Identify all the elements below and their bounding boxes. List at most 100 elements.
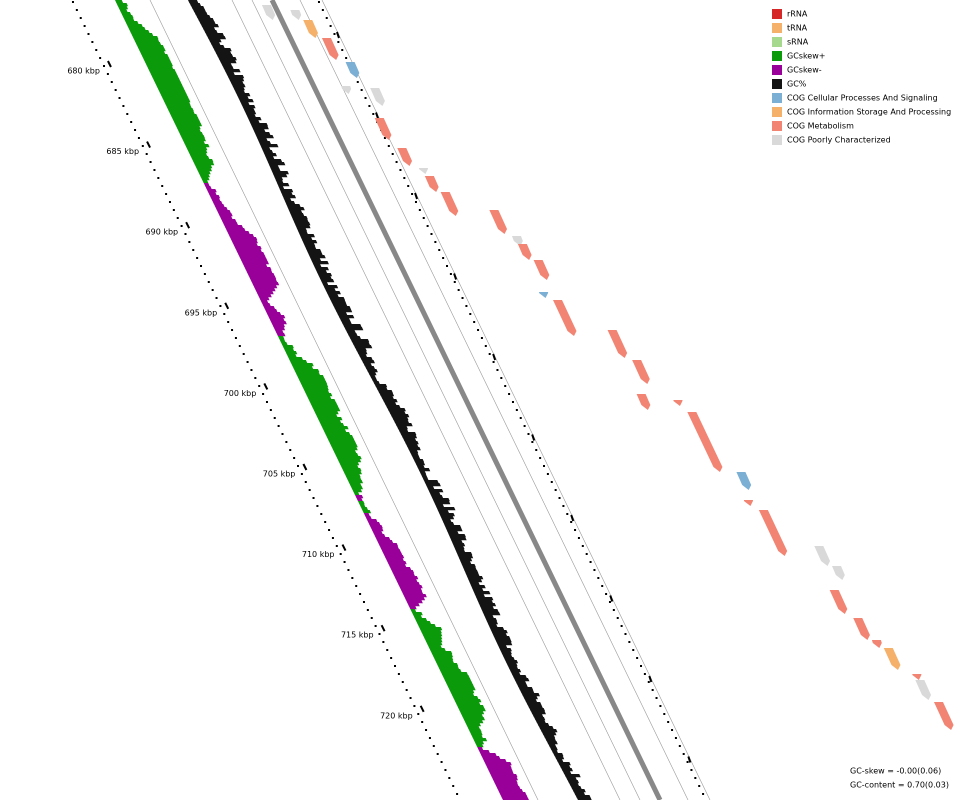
gc-content — [439, 513, 455, 517]
gc-skew — [219, 216, 233, 220]
gc-skew — [277, 336, 285, 340]
gc-skew — [443, 678, 472, 682]
gc-content — [472, 588, 484, 592]
gc-content — [529, 708, 546, 712]
gene — [533, 260, 550, 280]
scale-dot — [242, 353, 245, 355]
gc-content — [233, 87, 245, 91]
gc-skew — [417, 624, 437, 628]
scale-dot — [546, 473, 549, 475]
gc-content — [361, 360, 375, 364]
gc-content — [335, 309, 353, 313]
gc-content — [407, 447, 421, 451]
gc-content — [460, 561, 472, 565]
gc-content — [257, 138, 268, 142]
scale-dot — [422, 217, 425, 219]
gc-skew — [241, 261, 270, 265]
gc-skew — [427, 645, 442, 649]
gc-skew — [314, 411, 339, 415]
gc-skew — [403, 594, 427, 598]
scale-dot — [343, 561, 346, 563]
gc-skew — [494, 783, 519, 787]
gc-skew — [375, 537, 391, 541]
gc-skew — [289, 360, 308, 364]
gene — [814, 546, 831, 566]
gene — [607, 330, 628, 358]
scale-dot — [364, 97, 367, 99]
scale-dot — [403, 177, 406, 179]
gc-content — [461, 564, 476, 568]
gc-skew — [266, 312, 282, 316]
gc-content — [441, 519, 452, 523]
gc-content — [332, 303, 348, 307]
gc-content — [380, 396, 394, 400]
gc-content — [292, 219, 309, 223]
gc-skew — [307, 396, 332, 400]
scale-dot — [523, 425, 526, 427]
gc-skew — [276, 333, 286, 337]
scale-dot — [442, 257, 445, 259]
scale-dot — [496, 369, 499, 371]
gc-content — [459, 558, 473, 562]
gc-skew — [341, 468, 362, 472]
scale-dot — [624, 633, 627, 635]
legend-label: rRNA — [787, 10, 808, 19]
gc-skew — [440, 672, 469, 676]
gc-content — [218, 57, 237, 61]
scale-tick — [375, 112, 379, 119]
gc-skew — [302, 387, 329, 391]
gc-content — [228, 78, 245, 82]
gc-content — [282, 195, 297, 199]
gene — [418, 168, 428, 174]
scale-dot — [246, 361, 249, 363]
gc-skew — [215, 207, 228, 211]
gc-skew — [216, 210, 231, 214]
gc-skew — [132, 36, 159, 40]
gc-skew — [360, 507, 369, 511]
scale-dot — [141, 145, 144, 147]
scale-dot — [484, 345, 487, 347]
gc-content — [253, 129, 266, 133]
gene — [636, 394, 651, 410]
gc-content — [527, 705, 543, 709]
guide-line — [231, 0, 621, 800]
gc-skew — [449, 690, 475, 694]
gene — [290, 10, 302, 20]
gc-skew — [340, 465, 359, 469]
gc-content — [377, 390, 394, 394]
gc-skew — [346, 477, 362, 481]
gc-content — [221, 63, 233, 67]
gc-skew — [459, 711, 485, 715]
scale-dot — [413, 705, 416, 707]
gc-content — [313, 264, 322, 268]
gc-content — [294, 222, 311, 226]
gc-skew — [430, 651, 453, 655]
scale-dot — [387, 145, 390, 147]
gc-content — [338, 315, 355, 319]
scale-dot — [383, 137, 386, 139]
gene — [632, 360, 650, 384]
scale-dot — [250, 369, 253, 371]
gc-content — [304, 246, 317, 250]
gc-skew — [147, 66, 174, 70]
gc-content — [368, 372, 377, 376]
gc-skew — [186, 147, 208, 151]
gc-content — [476, 597, 494, 601]
gc-content — [572, 789, 586, 793]
scale-dot — [601, 585, 604, 587]
scale-dot — [103, 65, 106, 67]
legend-label: COG Cellular Processes And Signaling — [787, 94, 938, 103]
scale-dot — [519, 417, 522, 419]
scale-dot — [515, 409, 518, 411]
gc-content — [299, 234, 316, 238]
gc-skew — [391, 570, 415, 574]
scale-dot — [304, 481, 307, 483]
gc-skew — [145, 63, 174, 67]
scale-dot — [694, 777, 697, 779]
scale-dot — [570, 521, 573, 523]
major-tick — [341, 544, 347, 552]
gc-content — [339, 318, 351, 322]
scale-dot — [608, 601, 611, 603]
gc-skew — [416, 621, 432, 625]
gc-skew — [282, 345, 294, 349]
